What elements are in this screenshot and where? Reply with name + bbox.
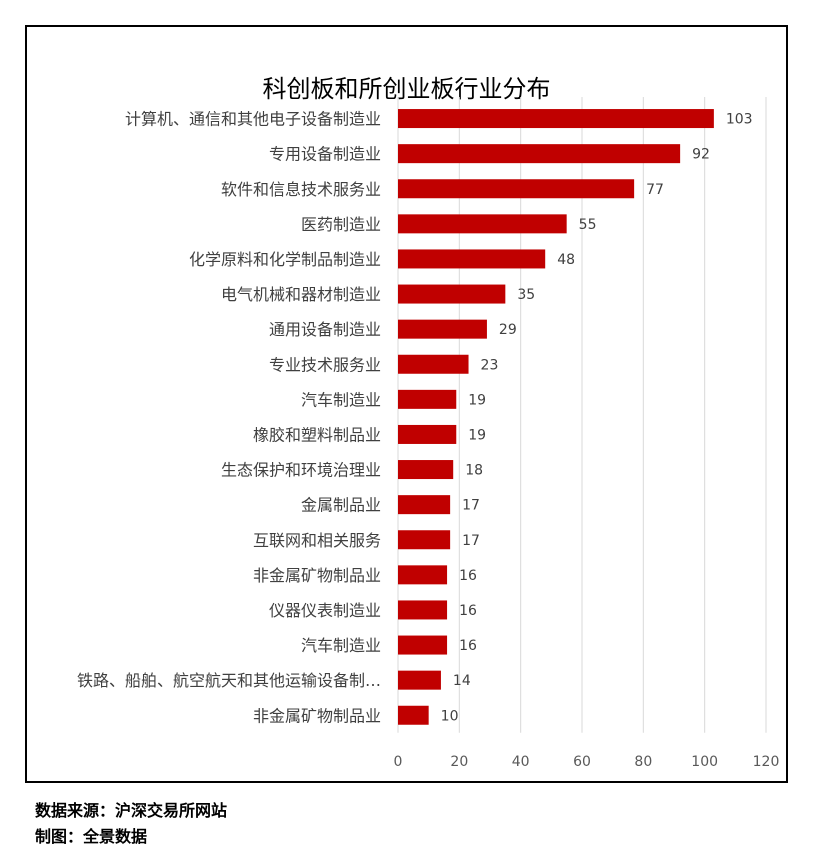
value-label: 18 — [465, 463, 483, 479]
category-label: 汽车制造业 — [301, 636, 381, 655]
x-tick-label: 120 — [753, 754, 780, 770]
value-label: 16 — [459, 603, 477, 619]
value-label: 55 — [579, 217, 597, 233]
data-source-note: 数据来源：沪深交易所网站 — [35, 801, 228, 820]
bar — [398, 424, 457, 444]
bar-chart: 0 20 40 60 80 100 120 计算机、通信和其他电子设备制造业 103 专用设备制造… — [77, 97, 779, 770]
value-label: 14 — [453, 673, 471, 689]
category-label: 通用设备制造业 — [269, 320, 381, 339]
x-tick-label: 60 — [573, 754, 591, 770]
category-label: 医药制造业 — [301, 215, 381, 234]
category-label: 仪器仪表制造业 — [269, 601, 381, 620]
category-label: 电气机械和器材制造业 — [221, 285, 381, 304]
value-label: 92 — [692, 147, 710, 163]
bar — [398, 600, 448, 620]
x-tick-label: 20 — [450, 754, 468, 770]
bar — [398, 495, 451, 515]
category-label: 软件和信息技术服务业 — [221, 180, 381, 199]
category-label: 橡胶和塑料制品业 — [253, 425, 381, 444]
category-label: 非金属矿物制品业 — [253, 566, 381, 585]
value-label: 29 — [499, 322, 517, 338]
bar — [398, 144, 681, 164]
bar — [398, 179, 635, 199]
x-tick-label: 0 — [394, 754, 403, 770]
bar — [398, 319, 487, 339]
category-label: 汽车制造业 — [301, 390, 381, 409]
footer: 数据来源：沪深交易所网站 制图：全景数据 — [35, 798, 227, 850]
value-label: 10 — [441, 708, 459, 724]
value-label: 19 — [468, 427, 486, 443]
value-label: 17 — [462, 533, 480, 549]
bar — [398, 460, 454, 480]
category-label: 化学原料和化学制品制造业 — [189, 250, 381, 269]
bar — [398, 249, 546, 269]
x-tick-label: 40 — [512, 754, 530, 770]
value-label: 23 — [481, 357, 499, 373]
x-tick-label: 100 — [691, 754, 718, 770]
bar — [398, 214, 567, 234]
x-tick-label: 80 — [634, 754, 652, 770]
chart-frame: 科创板和所创业板行业分布 0 20 40 60 80 100 120 计算机、通信和其他电子设… — [25, 25, 788, 783]
category-label: 非金属矿物制品业 — [253, 706, 381, 725]
category-label: 铁路、船舶、航空航天和其他运输设备制… — [77, 671, 381, 690]
bars — [398, 109, 714, 725]
value-label: 16 — [459, 568, 477, 584]
category-label: 专用设备制造业 — [269, 145, 381, 164]
bar — [398, 565, 448, 585]
bar — [398, 670, 441, 690]
category-label: 专业技术服务业 — [269, 355, 381, 374]
bar — [398, 705, 429, 725]
bar — [398, 354, 469, 374]
category-label: 金属制品业 — [301, 496, 381, 515]
bar — [398, 530, 451, 550]
value-label: 103 — [726, 112, 753, 128]
value-label: 17 — [462, 498, 480, 514]
gridlines — [397, 97, 767, 733]
bar — [398, 284, 506, 304]
category-label: 互联网和相关服务 — [253, 531, 381, 550]
chart-credit-note: 制图：全景数据 — [35, 827, 148, 846]
bar — [398, 389, 457, 409]
labels: 0 20 40 60 80 100 120 计算机、通信和其他电子设备制造业 103 专用设备制造… — [77, 110, 779, 770]
value-label: 35 — [517, 287, 535, 303]
value-label: 77 — [646, 182, 664, 198]
value-label: 19 — [468, 392, 486, 408]
bar — [398, 109, 714, 129]
category-label: 计算机、通信和其他电子设备制造业 — [125, 110, 381, 129]
value-label: 48 — [557, 252, 575, 268]
chart-title: 科创板和所创业板行业分布 — [262, 75, 551, 103]
value-label: 16 — [459, 638, 477, 654]
category-label: 生态保护和环境治理业 — [221, 461, 381, 480]
bar — [398, 635, 448, 655]
